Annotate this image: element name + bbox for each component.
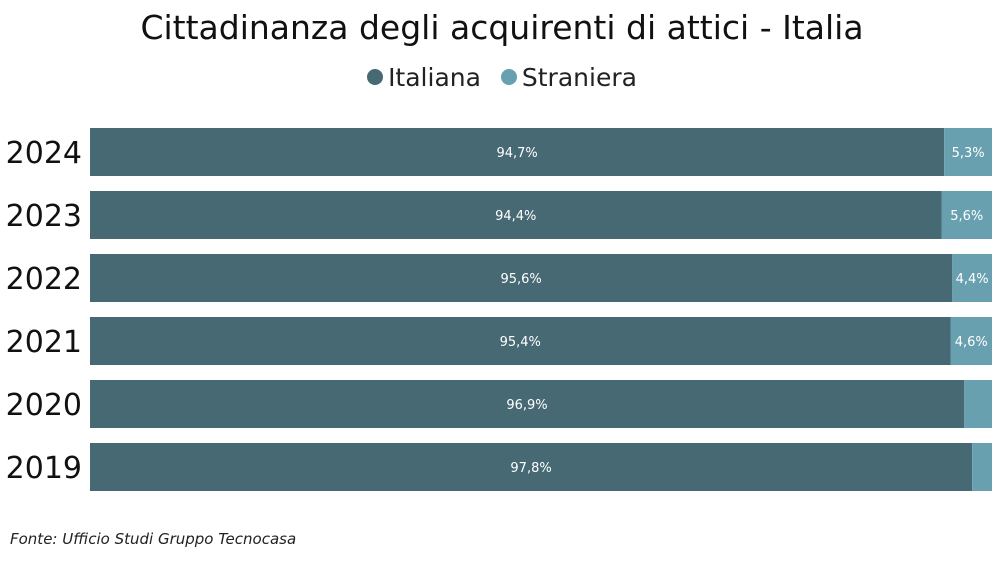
bar-italiana-2021 xyxy=(90,317,951,365)
bar-straniera-2024 xyxy=(944,128,992,176)
legend-dot-straniera-icon xyxy=(500,69,517,85)
data-label-italiana-2019: 97,8% xyxy=(510,461,551,476)
legend: Italiana Straniera xyxy=(0,62,1004,92)
legend-item-italiana: Italiana xyxy=(367,63,481,92)
bar-straniera-2019 xyxy=(972,443,992,491)
data-label-straniera-2021: 4,6% xyxy=(955,335,988,350)
bar-straniera-2022 xyxy=(952,254,992,302)
bar-italiana-2019 xyxy=(90,443,973,491)
data-label-italiana-2020: 96,9% xyxy=(506,398,547,413)
legend-item-straniera: Straniera xyxy=(500,62,637,92)
data-label-italiana-2024: 94,7% xyxy=(496,146,537,161)
category-label-2019: 2019 xyxy=(6,451,82,486)
bar-italiana-2020 xyxy=(90,380,965,428)
data-label-straniera-2022: 4,4% xyxy=(956,272,989,287)
data-label-straniera-2024: 5,3% xyxy=(952,146,985,161)
bar-straniera-2021 xyxy=(950,317,992,365)
category-label-2020: 2020 xyxy=(6,388,82,423)
data-label-italiana-2021: 95,4% xyxy=(500,335,541,350)
bar-straniera-2023 xyxy=(941,191,992,239)
data-label-straniera-2023: 5,6% xyxy=(950,209,983,224)
source-note: Fonte: Ufficio Studi Gruppo Tecnocasa xyxy=(10,530,297,548)
data-label-italiana-2022: 95,6% xyxy=(500,272,541,287)
chart-title: Cittadinanza degli acquirenti di attici … xyxy=(140,8,864,47)
bar-italiana-2023 xyxy=(90,191,942,239)
bar-italiana-2022 xyxy=(90,254,953,302)
legend-label: Straniera xyxy=(521,62,637,92)
category-label-2023: 2023 xyxy=(6,199,82,234)
bar-italiana-2024 xyxy=(90,128,945,176)
data-label-italiana-2023: 94,4% xyxy=(495,209,536,224)
category-label-2021: 2021 xyxy=(6,325,82,360)
bar-straniera-2020 xyxy=(964,380,992,428)
category-label-2024: 2024 xyxy=(6,136,82,171)
legend-dot-italiana-icon xyxy=(367,69,384,85)
category-label-2022: 2022 xyxy=(6,262,82,297)
legend-label: Italiana xyxy=(388,62,481,92)
bar-chart: 2024 94,7% 5,3% 2023 94,4% 5,6% 2022 95,6% 4,4% 2… xyxy=(6,128,992,491)
